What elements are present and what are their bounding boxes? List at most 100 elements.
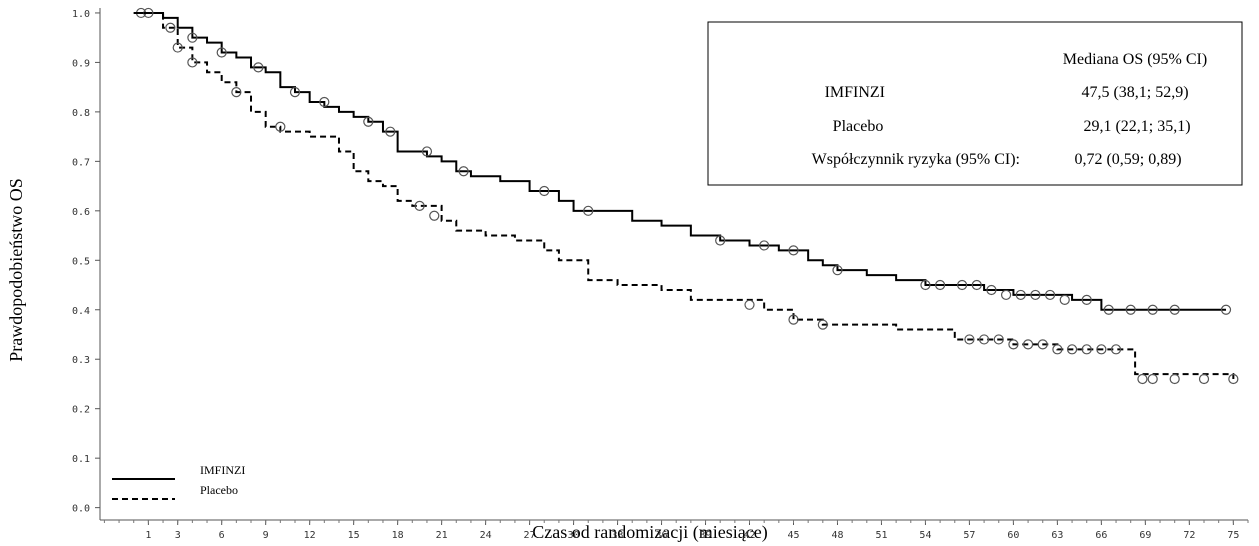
censor-mark	[1103, 304, 1114, 315]
censor-mark	[1169, 304, 1180, 315]
x-tick-label: 9	[263, 530, 269, 541]
censor-mark	[1044, 289, 1056, 301]
y-tick-label: 0.8	[72, 108, 90, 119]
censor-mark	[172, 42, 183, 53]
legend-label: Placebo	[200, 483, 238, 497]
censor-mark	[1169, 373, 1180, 385]
censor-mark	[253, 62, 264, 73]
censor-mark	[935, 279, 946, 291]
censor-mark	[187, 32, 198, 43]
censor-mark	[429, 210, 440, 221]
censor-mark	[788, 314, 799, 325]
y-tick-label: 0.9	[72, 58, 90, 69]
x-tick-label: 21	[436, 530, 448, 541]
x-tick-label: 18	[392, 530, 404, 541]
x-tick-label: 57	[963, 530, 975, 541]
legend-label: IMFINZI	[200, 463, 245, 477]
x-tick-label: 72	[1183, 530, 1195, 541]
censor-mark	[583, 205, 594, 216]
x-tick-label: 30	[568, 530, 580, 541]
censor-mark	[187, 57, 198, 68]
censor-mark	[539, 185, 550, 197]
x-tick-label: 42	[743, 530, 755, 541]
censor-mark	[1022, 339, 1034, 350]
censor-mark	[275, 121, 286, 132]
censor-mark	[1198, 373, 1210, 385]
censor-mark	[421, 146, 433, 157]
censor-mark	[1081, 294, 1092, 305]
censor-mark	[231, 86, 242, 98]
y-tick-label: 1.0	[72, 9, 90, 20]
censor-mark	[788, 245, 799, 256]
censor-mark	[1015, 289, 1026, 301]
censor-mark	[978, 334, 990, 345]
y-tick-label: 0.7	[72, 157, 90, 168]
censor-mark	[1081, 344, 1092, 355]
x-tick-label: 6	[219, 530, 225, 541]
summary-value: 29,1 (22,1; 35,1)	[1083, 118, 1190, 135]
summary-label: Współczynnik ryzyka (95% CI):	[812, 151, 1020, 168]
summary-label: Placebo	[833, 118, 884, 135]
x-tick-label: 54	[919, 530, 931, 541]
censor-mark	[986, 284, 997, 296]
censor-mark	[1059, 294, 1070, 305]
censor-mark	[744, 299, 755, 310]
x-tick-label: 15	[348, 530, 360, 541]
summary-value: 0,72 (0,59; 0,89)	[1074, 151, 1181, 168]
x-axis-label: Czas od randomizacji (miesiące)	[532, 522, 767, 543]
censor-mark	[363, 116, 374, 127]
censor-mark	[920, 279, 931, 291]
x-tick-label: 48	[831, 530, 843, 541]
censor-mark	[971, 279, 982, 291]
summary-box	[707, 21, 1243, 186]
x-tick-label: 24	[480, 530, 492, 541]
y-axis-label: Prawdopodobieństwo OS	[6, 178, 26, 362]
censor-mark	[1228, 373, 1239, 385]
summary-value: 47,5 (38,1; 52,9)	[1081, 84, 1188, 101]
censor-mark	[1008, 339, 1019, 350]
x-tick-label: 3	[175, 530, 181, 541]
censor-mark	[832, 265, 843, 276]
censor-mark	[458, 166, 469, 177]
censor-mark	[1147, 304, 1158, 315]
censor-mark	[1147, 373, 1158, 385]
censor-mark	[319, 96, 330, 108]
x-tick-label: 33	[612, 530, 624, 541]
survival-curve	[133, 11, 1227, 311]
y-tick-label: 0.6	[72, 207, 90, 218]
censor-mark	[1066, 344, 1078, 355]
censor-mark	[817, 319, 828, 330]
summary-label: IMFINZI	[825, 84, 885, 101]
censor-mark	[1000, 289, 1012, 301]
survival-curve	[133, 11, 1235, 380]
censor-mark	[1052, 344, 1063, 355]
censor-mark	[1220, 304, 1232, 315]
x-tick-label: 12	[304, 530, 316, 541]
x-tick-label: 27	[524, 530, 536, 541]
x-tick-label: 69	[1139, 530, 1151, 541]
censor-mark	[993, 334, 1004, 345]
x-tick-label: 60	[1007, 530, 1019, 541]
censor-mark	[759, 240, 770, 251]
censor-mark	[414, 200, 425, 211]
y-tick-label: 0.3	[72, 355, 90, 366]
censor-mark	[1125, 304, 1136, 315]
censor-mark	[1030, 289, 1041, 301]
censor-mark	[1137, 373, 1148, 385]
y-tick-label: 0.2	[72, 405, 90, 416]
censor-mark	[289, 86, 301, 98]
y-tick-label: 0.0	[72, 504, 90, 515]
censor-mark	[385, 126, 396, 137]
x-tick-label: 63	[1051, 530, 1063, 541]
x-tick-label: 66	[1095, 530, 1107, 541]
y-tick-label: 0.1	[72, 454, 90, 465]
y-tick-label: 0.5	[72, 256, 90, 267]
x-tick-label: 36	[656, 530, 668, 541]
censor-mark	[964, 334, 975, 345]
x-tick-label: 1	[145, 530, 151, 541]
x-tick-label: 45	[787, 530, 799, 541]
x-tick-label: 75	[1227, 530, 1239, 541]
censor-mark	[956, 279, 968, 291]
summary-header: Mediana OS (95% CI)	[1063, 51, 1207, 68]
